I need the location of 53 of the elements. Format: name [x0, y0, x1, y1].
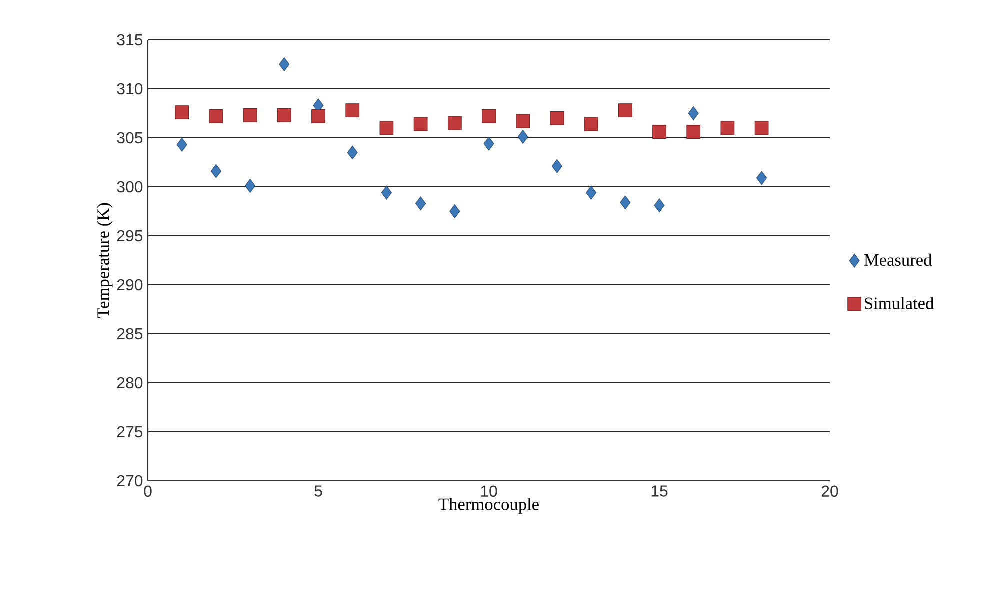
point [754, 121, 769, 136]
y-tick-label: 290 [117, 279, 143, 291]
point [210, 164, 222, 178]
x-tick-label: 20 [822, 486, 838, 498]
x-tick-label: 5 [314, 486, 322, 497]
legend-label: Measured [864, 254, 932, 266]
point [688, 106, 699, 120]
point [552, 159, 562, 174]
x-tick-label: 0 [144, 486, 152, 498]
y-tick-label: 270 [117, 475, 143, 487]
point [652, 125, 666, 140]
point [176, 138, 188, 152]
point [245, 179, 256, 193]
point [618, 104, 632, 118]
point [243, 108, 258, 122]
y-tick-label: 285 [117, 328, 143, 340]
point [346, 104, 360, 118]
point [584, 117, 598, 132]
point [620, 196, 631, 210]
legend-label: Simulated [865, 297, 934, 310]
y-tick-label: 295 [117, 230, 143, 242]
y-axis-title: Temperature (K) [97, 203, 113, 318]
point [484, 136, 494, 151]
point [756, 171, 768, 186]
point [516, 114, 530, 128]
point [448, 116, 462, 130]
x-tick-label: 10 [481, 486, 498, 498]
y-tick-label: 305 [117, 132, 143, 144]
point [312, 109, 326, 124]
point [416, 196, 426, 211]
point [518, 130, 528, 144]
point [175, 106, 190, 120]
point [414, 117, 428, 132]
point [380, 121, 394, 136]
point [381, 186, 392, 200]
y-tick-label: 310 [117, 83, 143, 95]
point [720, 121, 735, 136]
y-tick-label: 280 [117, 377, 143, 389]
point [279, 58, 290, 72]
point [654, 198, 665, 213]
y-tick-label: 275 [117, 426, 143, 438]
y-tick-label: 315 [117, 34, 143, 46]
point [550, 111, 564, 126]
y-tick-label: 300 [117, 181, 143, 193]
point [482, 109, 496, 124]
point [586, 186, 597, 200]
x-axis-title: Thermocouple [438, 498, 539, 514]
point [277, 108, 292, 122]
point [450, 204, 460, 218]
point [347, 146, 358, 160]
x-tick-label: 15 [652, 486, 668, 497]
point [686, 125, 701, 140]
point [209, 109, 224, 124]
